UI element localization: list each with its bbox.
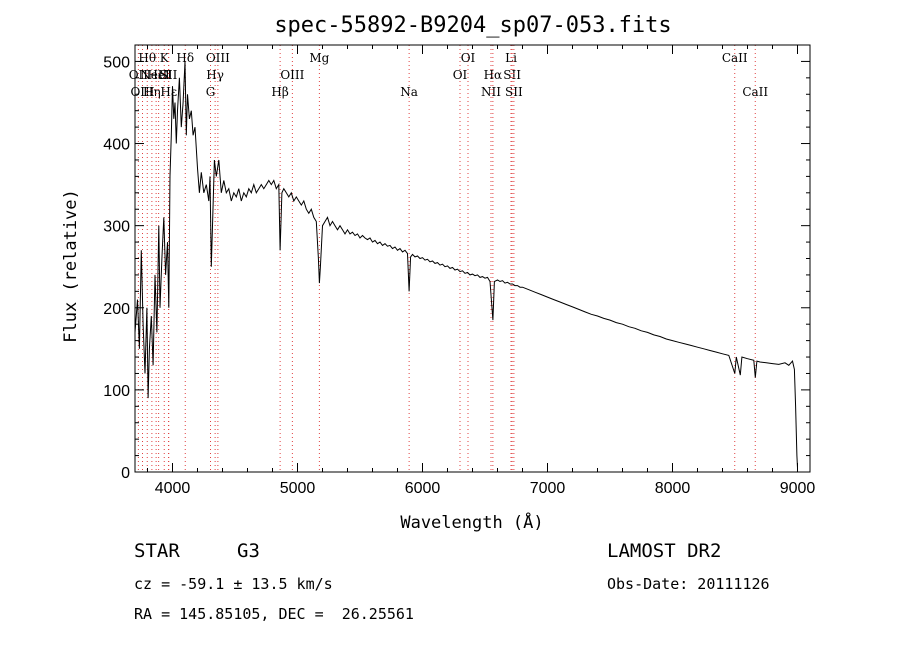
- spectral-line-label: Na: [400, 85, 418, 99]
- axis-ticks: [135, 45, 810, 473]
- y-tick-label: 300: [103, 219, 130, 236]
- y-tick-label: 200: [103, 301, 130, 318]
- spectral-line-label: SII: [160, 68, 178, 82]
- spectral-line-label: OI: [461, 51, 476, 65]
- spectrum-series: [134, 61, 798, 468]
- spectral-line-label: OIII: [130, 85, 154, 99]
- survey-name: LAMOST DR2: [607, 540, 722, 562]
- spectral-line-label: Hδ: [176, 51, 194, 65]
- x-tick-label: 5000: [280, 480, 316, 497]
- spectral-line-label: Hγ: [206, 68, 224, 82]
- spectral-line-label: Hα: [484, 68, 503, 82]
- spectral-line-label: Li: [505, 51, 517, 65]
- spectral-line-label: SII: [505, 85, 523, 99]
- spectral-line-label: CaII: [722, 51, 748, 65]
- axis-tick-labels: 4000 5000 6000 7000 8000 9000 0 100 200 300 400 500: [103, 54, 815, 497]
- y-tick-label: 500: [103, 54, 130, 71]
- x-tick-label: 4000: [155, 480, 191, 497]
- spectral-line-label: CaII: [742, 85, 768, 99]
- spectral-line-label: G: [206, 85, 216, 99]
- x-tick-label: 9000: [780, 480, 816, 497]
- x-tick-label: 8000: [655, 480, 691, 497]
- plot-frame: [134, 44, 811, 473]
- object-class: STAR: [134, 540, 180, 562]
- spectral-line-label: OIII: [280, 68, 304, 82]
- observation-date: Obs-Date: 20111126: [607, 575, 770, 593]
- spectral-line-label: OII: [129, 68, 149, 82]
- spectral-line-label: Hθ: [138, 51, 156, 65]
- x-tick-label: 7000: [530, 480, 566, 497]
- y-axis-label: Flux (relative): [61, 189, 81, 343]
- y-tick-label: 100: [103, 383, 130, 400]
- x-tick-label: 6000: [405, 480, 441, 497]
- spectral-line-label: OIII: [206, 51, 230, 65]
- x-axis-label: Wavelength (Å): [400, 511, 543, 533]
- spectral-line-label: K: [160, 51, 170, 65]
- y-tick-label: 0: [121, 465, 130, 482]
- spectral-line-label: NII: [481, 85, 501, 99]
- spectral-line-label: Hβ: [271, 85, 288, 99]
- spectral-line-label: SII: [503, 68, 521, 82]
- spectrum-line: [134, 61, 798, 468]
- spectral-line-label: NeIII: [140, 68, 172, 82]
- spectrum-chart: spec-55892-B9204_sp07-053.fits OII OIII Hθ…: [61, 13, 815, 533]
- y-tick-label: 400: [103, 137, 130, 154]
- spectral-line-label: OI: [453, 68, 468, 82]
- sky-coordinates: RA = 145.85105, DEC = 26.25561: [134, 605, 414, 623]
- spectral-line-label: HeI: [147, 68, 170, 82]
- object-subclass: G3: [237, 540, 260, 562]
- chart-title: spec-55892-B9204_sp07-053.fits: [274, 13, 671, 38]
- spectral-line-label: Mg: [309, 51, 329, 65]
- spectral-line-label: Hε: [160, 85, 177, 99]
- redshift-velocity: cz = -59.1 ± 13.5 km/s: [134, 575, 333, 593]
- spectral-line-label: Hη: [143, 85, 161, 99]
